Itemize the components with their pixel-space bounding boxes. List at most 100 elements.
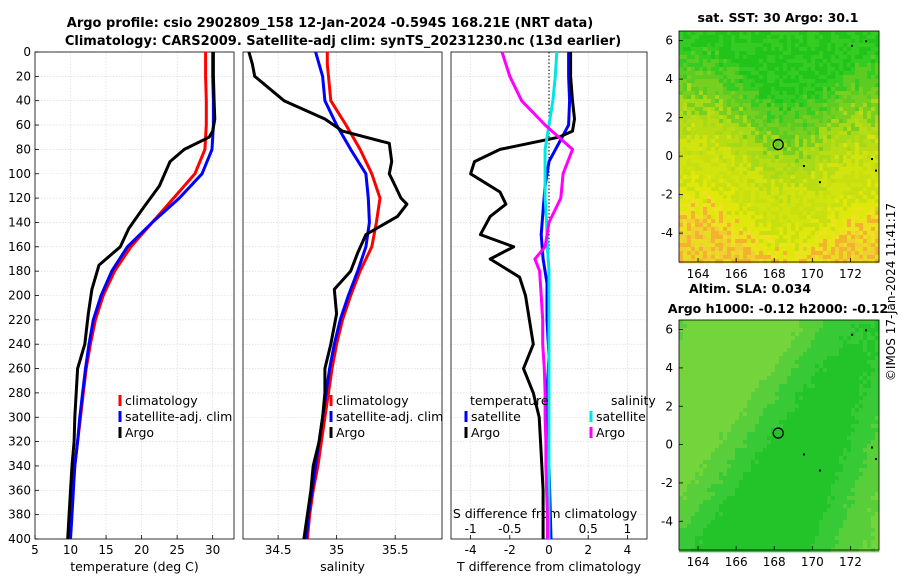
sst-cell <box>867 187 872 192</box>
sst-cell <box>835 59 840 64</box>
sla-cell <box>855 456 860 461</box>
sst-cell <box>799 235 804 240</box>
sla-cell <box>707 320 712 325</box>
sst-cell <box>847 235 852 240</box>
sla-cell <box>679 400 684 405</box>
sst-cell <box>851 119 856 124</box>
sst-cell <box>859 135 864 140</box>
sst-cell <box>739 155 744 160</box>
sla-cell <box>811 428 816 433</box>
sla-cell <box>731 324 736 329</box>
sst-cell <box>771 111 776 116</box>
sst-cell <box>827 235 832 240</box>
sst-cell <box>775 31 780 36</box>
sla-cell <box>859 432 864 437</box>
sst-cell <box>819 215 824 220</box>
sla-cell <box>819 420 824 425</box>
sst-cell <box>695 195 700 200</box>
sst-cell <box>843 179 848 184</box>
sst-cell <box>807 163 812 168</box>
sst-cell <box>751 143 756 148</box>
sla-cell <box>855 408 860 413</box>
sst-cell <box>819 43 824 48</box>
sla-cell <box>739 344 744 349</box>
sst-cell <box>795 207 800 212</box>
sst-cell <box>679 159 684 164</box>
sla-cell <box>779 416 784 421</box>
sla-cell <box>755 412 760 417</box>
sst-cell <box>727 139 732 144</box>
sst-cell <box>847 199 852 204</box>
sst-cell <box>711 239 716 244</box>
sla-cell <box>803 336 808 341</box>
sla-cell <box>751 440 756 445</box>
sla-cell <box>759 332 764 337</box>
sst-cell <box>699 235 704 240</box>
sla-cell <box>851 340 856 345</box>
sst-cell <box>831 39 836 44</box>
sst-cell <box>871 199 876 204</box>
sst-cell <box>751 115 756 120</box>
sst-cell <box>711 175 716 180</box>
sla-cell <box>683 368 688 373</box>
sst-cell <box>699 83 704 88</box>
sla-cell <box>819 348 824 353</box>
sst-cell <box>687 31 692 36</box>
sst-xtick-label: 172 <box>839 267 862 281</box>
sst-cell <box>731 79 736 84</box>
sst-cell <box>815 155 820 160</box>
sst-cell <box>871 159 876 164</box>
sla-cell <box>759 376 764 381</box>
sst-cell <box>743 127 748 132</box>
sst-cell <box>695 231 700 236</box>
sla-cell <box>739 428 744 433</box>
sla-cell <box>871 384 876 389</box>
sla-cell <box>719 404 724 409</box>
sst-cell <box>875 167 880 172</box>
sla-cell <box>819 352 824 357</box>
sla-cell <box>791 400 796 405</box>
sla-cell <box>775 440 780 445</box>
sla-cell <box>755 432 760 437</box>
sst-cell <box>819 247 824 252</box>
sst-cell <box>755 115 760 120</box>
sst-cell <box>835 207 840 212</box>
sst-cell <box>855 99 860 104</box>
sla-cell <box>847 416 852 421</box>
sla-cell <box>763 456 768 461</box>
sst-cell <box>715 151 720 156</box>
sst-cell <box>731 255 736 260</box>
sst-cell <box>775 111 780 116</box>
sla-cell <box>755 340 760 345</box>
sla-cell <box>803 320 808 325</box>
sst-cell <box>699 199 704 204</box>
sst-cell <box>751 83 756 88</box>
sst-cell <box>739 239 744 244</box>
sla-cell <box>751 332 756 337</box>
sst-cell <box>827 51 832 56</box>
sst-cell <box>795 179 800 184</box>
sst-cell <box>703 227 708 232</box>
sst-cell <box>743 187 748 192</box>
sla-cell <box>823 328 828 333</box>
sla-cell <box>855 428 860 433</box>
sst-cell <box>807 71 812 76</box>
sst-cell <box>739 183 744 188</box>
sla-cell <box>867 436 872 441</box>
sst-cell <box>859 219 864 224</box>
sst-cell <box>723 71 728 76</box>
sla-cell <box>835 440 840 445</box>
sst-cell <box>875 79 880 84</box>
sst-cell <box>679 147 684 152</box>
sst-cell <box>831 259 836 264</box>
sst-cell <box>739 211 744 216</box>
sla-cell <box>739 404 744 409</box>
sst-cell <box>875 83 880 88</box>
sst-cell <box>703 139 708 144</box>
sst-cell <box>863 231 868 236</box>
sst-cell <box>815 55 820 60</box>
sst-cell <box>711 123 716 128</box>
sla-cell <box>819 428 824 433</box>
sal-legend-label: climatology <box>336 393 409 408</box>
sst-cell <box>811 259 816 264</box>
